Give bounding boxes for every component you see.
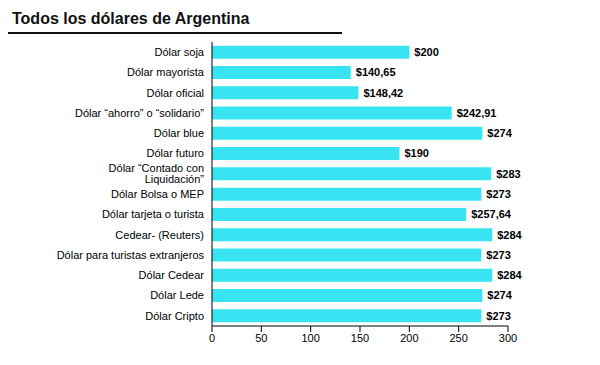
- svg-text:300: 300: [499, 332, 517, 344]
- svg-text:100: 100: [301, 332, 319, 344]
- svg-text:0: 0: [209, 332, 215, 344]
- svg-text:$242,91: $242,91: [457, 107, 497, 119]
- svg-text:Dólar “ahorro” o “solidario”: Dólar “ahorro” o “solidario”: [75, 107, 204, 119]
- svg-text:Dólar “Contado conLiquidación”: Dólar “Contado conLiquidación”: [109, 162, 205, 185]
- svg-text:$190: $190: [404, 147, 428, 159]
- svg-text:Cedear- (Reuters): Cedear- (Reuters): [115, 229, 204, 241]
- svg-text:Dólar tarjeta o turista: Dólar tarjeta o turista: [102, 208, 205, 220]
- svg-text:$148,42: $148,42: [363, 87, 403, 99]
- svg-text:$140,65: $140,65: [356, 66, 396, 78]
- svg-text:200: 200: [400, 332, 418, 344]
- svg-text:Dólar Cedear: Dólar Cedear: [139, 269, 205, 281]
- svg-text:Dólar soja: Dólar soja: [154, 46, 204, 58]
- html-text:Todos los dólares de Argentina: Todos los dólares de Argentina: [12, 10, 250, 27]
- svg-text:$273: $273: [486, 188, 510, 200]
- svg-text:$273: $273: [486, 310, 510, 322]
- svg-text:Dólar oficial: Dólar oficial: [147, 87, 204, 99]
- svg-text:$284: $284: [497, 229, 522, 241]
- svg-text:150: 150: [351, 332, 369, 344]
- svg-text:Dólar Cripto: Dólar Cripto: [145, 310, 204, 322]
- svg-text:Dólar Lede: Dólar Lede: [150, 289, 204, 301]
- svg-text:250: 250: [449, 332, 467, 344]
- svg-text:$283: $283: [496, 168, 520, 180]
- svg-text:Dólar para turistas extranjero: Dólar para turistas extranjeros: [57, 249, 205, 261]
- svg-text:Dólar futuro: Dólar futuro: [147, 147, 204, 159]
- svg-text:Dólar Bolsa o MEP: Dólar Bolsa o MEP: [111, 188, 204, 200]
- svg-text:$284: $284: [497, 269, 522, 281]
- svg-text:$274: $274: [487, 289, 512, 301]
- svg-text:50: 50: [255, 332, 267, 344]
- svg-text:$273: $273: [486, 249, 510, 261]
- svg-text:$257,64: $257,64: [471, 208, 512, 220]
- svg-text:$200: $200: [414, 46, 438, 58]
- svg-text:Dólar mayorista: Dólar mayorista: [127, 66, 205, 78]
- svg-text:Dólar blue: Dólar blue: [154, 127, 204, 139]
- svg-text:$274: $274: [487, 127, 512, 139]
